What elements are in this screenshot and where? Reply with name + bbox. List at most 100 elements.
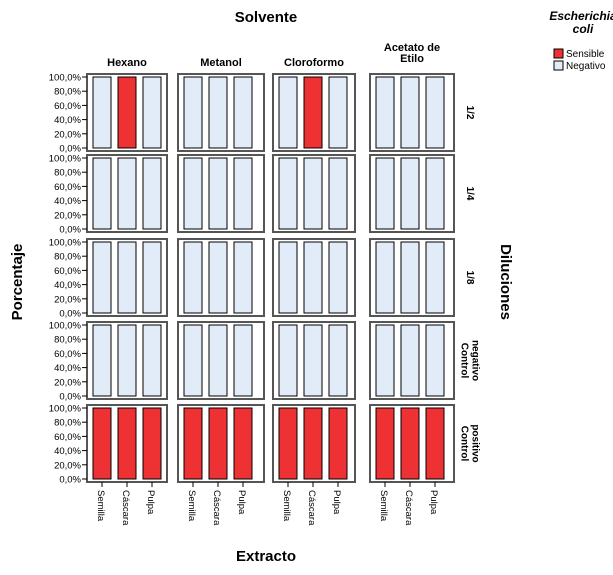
bar-cáscara-r2-c1 bbox=[208, 241, 228, 314]
bar-pulpa-r4-c2 bbox=[328, 407, 348, 480]
y-tick-label: 100,0% bbox=[49, 404, 82, 415]
bar-pulpa-r0-c2 bbox=[328, 76, 348, 149]
y-tick-label: 80,0% bbox=[54, 87, 81, 98]
bar-pulpa-r1-c1 bbox=[233, 157, 253, 230]
y-tick-label: 60,0% bbox=[54, 182, 81, 193]
legend-label-negativo: Negativo bbox=[566, 61, 606, 72]
y-tick-label: 40,0% bbox=[54, 446, 81, 457]
bar-cáscara-r1-c2 bbox=[303, 157, 323, 230]
y-tick-label: 60,0% bbox=[54, 266, 81, 277]
bar-pulpa-r4-c3 bbox=[425, 407, 445, 480]
bar-semilla-r0-c3 bbox=[375, 76, 395, 149]
y-tick-label: 20,0% bbox=[54, 294, 81, 305]
y-tick-label: 80,0% bbox=[54, 252, 81, 263]
bar-semilla-r2-c0 bbox=[92, 241, 112, 314]
bar-cáscara-r4-c2 bbox=[303, 407, 323, 480]
y-tick-label: 60,0% bbox=[54, 101, 81, 112]
column-header-0: Hexano bbox=[107, 57, 147, 69]
bar-cáscara-r0-c0 bbox=[117, 76, 137, 149]
row-header-3: Control bbox=[459, 343, 470, 379]
x-tick-label-pulpa: Pulpa bbox=[428, 490, 439, 515]
column-header-2: Cloroformo bbox=[284, 57, 344, 69]
y-tick-label: 20,0% bbox=[54, 377, 81, 388]
chart-title: Solvente bbox=[235, 9, 298, 26]
y-tick-label: 20,0% bbox=[54, 129, 81, 140]
y-axis-title: Porcentaje bbox=[9, 244, 26, 321]
bar-cáscara-r4-c3 bbox=[400, 407, 420, 480]
legend-title: Escherichia bbox=[549, 9, 613, 23]
bar-semilla-r3-c3 bbox=[375, 324, 395, 397]
x-tick-label-semilla: Semilla bbox=[378, 490, 389, 522]
y-tick-label: 100,0% bbox=[49, 321, 82, 332]
bar-pulpa-r0-c3 bbox=[425, 76, 445, 149]
y-tick-label: 0,0% bbox=[59, 475, 81, 486]
y-tick-label: 80,0% bbox=[54, 168, 81, 179]
bar-semilla-r4-c0 bbox=[92, 407, 112, 480]
bar-cáscara-r4-c1 bbox=[208, 407, 228, 480]
y-tick-label: 0,0% bbox=[59, 225, 81, 236]
x-axis-title: Extracto bbox=[236, 548, 296, 565]
bar-pulpa-r3-c2 bbox=[328, 324, 348, 397]
y-tick-label: 60,0% bbox=[54, 349, 81, 360]
bar-semilla-r2-c3 bbox=[375, 241, 395, 314]
bar-pulpa-r4-c1 bbox=[233, 407, 253, 480]
x-tick-label-semilla: Semilla bbox=[186, 490, 197, 522]
y-tick-label: 100,0% bbox=[49, 154, 82, 165]
x-tick-label-pulpa: Pulpa bbox=[331, 490, 342, 515]
x-tick-label-pulpa: Pulpa bbox=[145, 490, 156, 515]
y-tick-label: 40,0% bbox=[54, 280, 81, 291]
bar-pulpa-r1-c2 bbox=[328, 157, 348, 230]
bar-cáscara-r3-c3 bbox=[400, 324, 420, 397]
y-tick-label: 20,0% bbox=[54, 210, 81, 221]
bar-cáscara-r2-c0 bbox=[117, 241, 137, 314]
x-tick-label-semilla: Semilla bbox=[95, 490, 106, 522]
row-header-3: negativo bbox=[470, 340, 481, 381]
bar-semilla-r1-c2 bbox=[278, 157, 298, 230]
bar-cáscara-r1-c1 bbox=[208, 157, 228, 230]
x-tick-label-cáscara: Cáscara bbox=[211, 490, 222, 526]
bar-cáscara-r0-c2 bbox=[303, 76, 323, 149]
bar-semilla-r4-c3 bbox=[375, 407, 395, 480]
y-tick-label: 40,0% bbox=[54, 363, 81, 374]
x-tick-label-pulpa: Pulpa bbox=[236, 490, 247, 515]
legend-swatch-negativo bbox=[553, 60, 564, 71]
bar-cáscara-r0-c1 bbox=[208, 76, 228, 149]
legend-title: coli bbox=[573, 22, 594, 36]
bar-semilla-r4-c2 bbox=[278, 407, 298, 480]
x-tick-label-cáscara: Cáscara bbox=[403, 490, 414, 526]
bar-cáscara-r1-c3 bbox=[400, 157, 420, 230]
y-tick-label: 0,0% bbox=[59, 309, 81, 320]
bar-pulpa-r2-c3 bbox=[425, 241, 445, 314]
bar-pulpa-r3-c0 bbox=[142, 324, 162, 397]
bar-cáscara-r1-c0 bbox=[117, 157, 137, 230]
bar-pulpa-r3-c3 bbox=[425, 324, 445, 397]
bar-pulpa-r0-c1 bbox=[233, 76, 253, 149]
panel-grid bbox=[86, 73, 455, 483]
bar-pulpa-r3-c1 bbox=[233, 324, 253, 397]
y-tick-label: 80,0% bbox=[54, 418, 81, 429]
x-tick-label-semilla: Semilla bbox=[281, 490, 292, 522]
bar-cáscara-r3-c2 bbox=[303, 324, 323, 397]
bar-semilla-r2-c1 bbox=[183, 241, 203, 314]
bar-semilla-r0-c1 bbox=[183, 76, 203, 149]
bar-semilla-r3-c2 bbox=[278, 324, 298, 397]
bar-cáscara-r0-c3 bbox=[400, 76, 420, 149]
y-tick-label: 100,0% bbox=[49, 238, 82, 249]
y-tick-label: 0,0% bbox=[59, 392, 81, 403]
bar-pulpa-r2-c1 bbox=[233, 241, 253, 314]
bar-semilla-r4-c1 bbox=[183, 407, 203, 480]
bar-semilla-r0-c0 bbox=[92, 76, 112, 149]
row-header-0: 1/2 bbox=[464, 106, 475, 120]
column-header-3: Etilo bbox=[400, 53, 424, 65]
bar-pulpa-r0-c0 bbox=[142, 76, 162, 149]
column-header-1: Metanol bbox=[200, 57, 242, 69]
column-header-3: Acetato de bbox=[384, 42, 440, 54]
bar-semilla-r3-c1 bbox=[183, 324, 203, 397]
bar-semilla-r3-c0 bbox=[92, 324, 112, 397]
y-tick-label: 80,0% bbox=[54, 335, 81, 346]
y-tick-label: 60,0% bbox=[54, 432, 81, 443]
y-tick-label: 40,0% bbox=[54, 115, 81, 126]
